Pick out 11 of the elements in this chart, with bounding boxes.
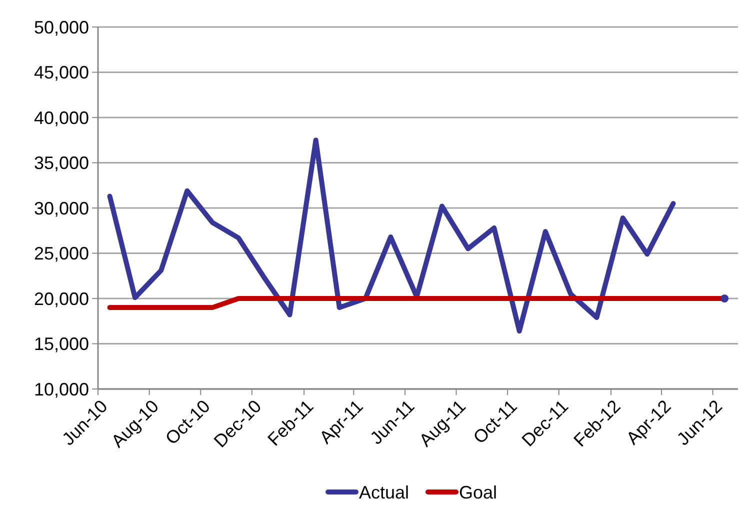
y-tick-label: 25,000 [34,244,89,264]
y-tick-label: 10,000 [34,379,89,400]
y-tick-label: 35,000 [34,153,89,174]
y-tick-label: 15,000 [34,334,89,354]
y-tick-label: 40,000 [34,108,89,128]
y-tick-label: 50,000 [34,17,89,38]
legend-label: Actual [359,482,410,502]
y-tick-label: 20,000 [34,288,89,309]
y-tick-label: 30,000 [34,198,89,218]
y-tick-label: 45,000 [34,62,89,83]
legend-label: Goal [459,482,498,502]
